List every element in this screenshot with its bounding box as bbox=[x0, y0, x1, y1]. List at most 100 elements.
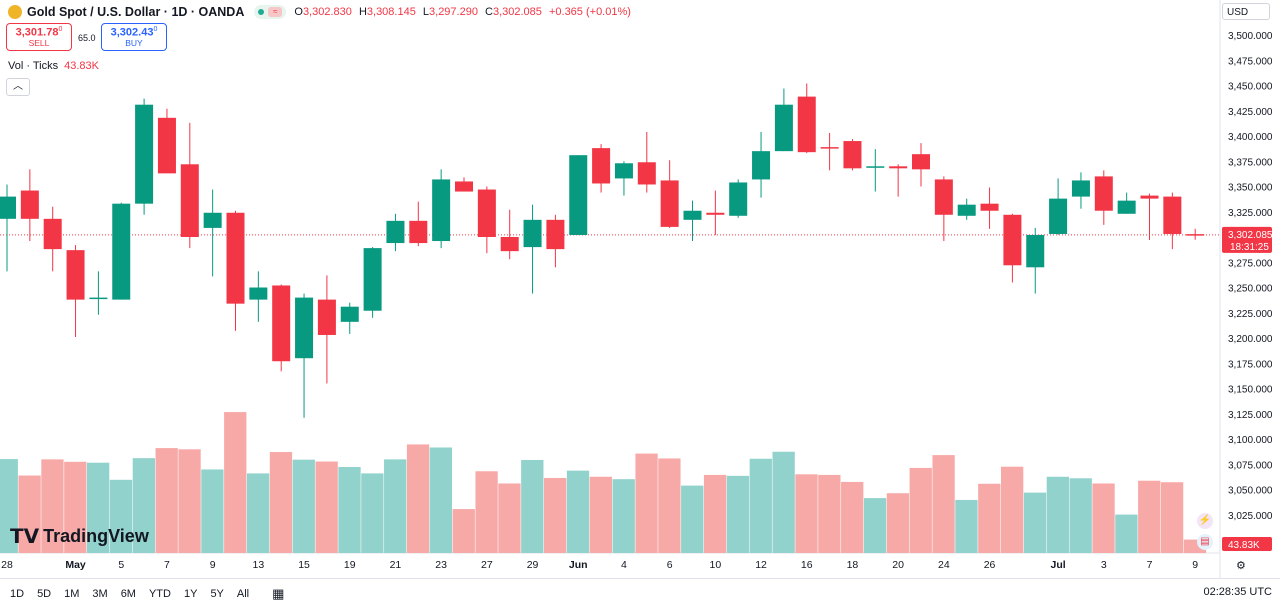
volume-bar bbox=[269, 452, 293, 553]
volume-bar bbox=[818, 474, 841, 553]
volume-bar bbox=[361, 473, 384, 553]
time-tick-label: May bbox=[65, 559, 86, 571]
candle-body bbox=[363, 248, 382, 311]
candle-body bbox=[500, 237, 519, 252]
candle bbox=[112, 202, 131, 300]
candle-body bbox=[1003, 214, 1022, 266]
tradingview-logo[interactable]: 𝗧𝗩 TradingView bbox=[10, 524, 149, 549]
candle-body bbox=[1026, 234, 1045, 268]
candle-body bbox=[340, 306, 359, 322]
candle-body bbox=[66, 250, 85, 300]
volume-bar bbox=[909, 467, 932, 553]
ohlc-values: O3,302.830 H3,308.145 L3,297.290 C3,302.… bbox=[294, 6, 631, 18]
time-tick-label: 6 bbox=[667, 559, 673, 571]
time-axis[interactable]: 28 May 5 7 9 13 15 19 21 23 27 29 Jun 4 6 10 12 16 18 20 24 2… bbox=[1, 559, 1246, 572]
currency-selector[interactable]: USD bbox=[1222, 3, 1270, 20]
candle-body bbox=[660, 180, 679, 227]
range-1m[interactable]: 1M bbox=[64, 588, 80, 600]
candle-body bbox=[157, 117, 176, 174]
range-1d[interactable]: 1D bbox=[10, 588, 25, 600]
candle bbox=[386, 213, 405, 252]
sell-button[interactable]: 3,301.780 SELL bbox=[6, 23, 72, 51]
candle-body bbox=[272, 285, 291, 362]
candle-body bbox=[774, 104, 793, 152]
range-3m[interactable]: 3M bbox=[92, 588, 108, 600]
buy-button[interactable]: 3,302.430 BUY bbox=[101, 23, 167, 51]
sell-price: 3,301.78 bbox=[15, 26, 59, 39]
price-tick-label: 3,375.000 bbox=[1228, 157, 1273, 168]
volume-bar bbox=[452, 509, 475, 553]
candle-body bbox=[43, 218, 62, 250]
market-status[interactable]: ≈ bbox=[254, 5, 287, 19]
time-tick-label: 26 bbox=[984, 559, 996, 571]
settings-icon[interactable]: ⚙ bbox=[1236, 559, 1246, 572]
calendar-icon[interactable]: ▦ bbox=[272, 586, 285, 601]
price-tick-label: 3,350.000 bbox=[1228, 183, 1273, 194]
candle bbox=[500, 209, 519, 260]
volume-bar bbox=[406, 444, 430, 553]
time-tick-label: 7 bbox=[164, 559, 170, 571]
volume-bar bbox=[886, 493, 910, 553]
candle bbox=[20, 169, 39, 242]
price-tick-label: 3,275.000 bbox=[1228, 258, 1273, 269]
candle bbox=[957, 198, 976, 220]
candle bbox=[752, 131, 771, 198]
volume-bar bbox=[544, 477, 567, 553]
symbol-header[interactable]: Gold Spot / U.S. Dollar · 1D · OANDA ≈ O… bbox=[8, 4, 635, 20]
utc-clock[interactable]: 02:28:35 UTC bbox=[1203, 586, 1272, 598]
symbol-title[interactable]: Gold Spot / U.S. Dollar · 1D · OANDA bbox=[27, 5, 245, 19]
candle bbox=[1186, 228, 1205, 240]
candle-body bbox=[1117, 200, 1136, 214]
candle bbox=[157, 108, 176, 174]
price-tick-label: 3,450.000 bbox=[1228, 82, 1273, 93]
time-tick-label: 12 bbox=[755, 559, 767, 571]
candle-body bbox=[980, 203, 999, 211]
price-axis[interactable]: 3,500.000 3,475.000 3,450.000 3,425.000 3,40… bbox=[0, 0, 1273, 578]
candle bbox=[1163, 192, 1182, 250]
candle-body bbox=[409, 220, 428, 244]
volume-bar bbox=[681, 485, 704, 553]
time-tick-label: 27 bbox=[481, 559, 493, 571]
candle-body bbox=[797, 96, 816, 153]
candle-body bbox=[135, 104, 154, 204]
candle bbox=[1049, 178, 1068, 235]
candle bbox=[820, 132, 839, 171]
time-tick-label: 9 bbox=[210, 559, 216, 571]
candle-body bbox=[477, 189, 496, 237]
price-tick-label: 3,150.000 bbox=[1228, 385, 1273, 396]
price-tick-label: 3,225.000 bbox=[1228, 309, 1273, 320]
candle-body bbox=[226, 212, 245, 304]
volume-bar bbox=[109, 479, 133, 553]
volume-bar bbox=[703, 474, 727, 553]
candle bbox=[683, 200, 702, 242]
candle-body bbox=[523, 219, 542, 248]
candle-body bbox=[1140, 195, 1159, 199]
range-all[interactable]: All bbox=[236, 588, 250, 600]
candle bbox=[135, 98, 154, 215]
candle-body bbox=[432, 179, 451, 242]
price-chart[interactable]: 3,500.000 3,475.000 3,450.000 3,425.000 3,40… bbox=[0, 0, 1280, 578]
candle-body bbox=[889, 166, 908, 169]
range-ytd[interactable]: YTD bbox=[148, 588, 171, 600]
volume-legend[interactable]: Vol · Ticks 43.83K bbox=[8, 60, 99, 72]
candle bbox=[295, 293, 314, 418]
range-1y[interactable]: 1Y bbox=[183, 588, 198, 600]
volume-bar bbox=[932, 455, 955, 553]
time-tick-label: Jul bbox=[1051, 559, 1066, 571]
range-6m[interactable]: 6M bbox=[120, 588, 136, 600]
range-5y[interactable]: 5Y bbox=[210, 588, 224, 600]
lightning-icon[interactable]: ⚡ bbox=[1197, 513, 1213, 529]
collapse-legend-button[interactable]: ︿ bbox=[6, 78, 30, 96]
volume-bar bbox=[978, 483, 1001, 553]
range-5d[interactable]: 5D bbox=[37, 588, 52, 600]
volume-bar bbox=[155, 448, 178, 553]
price-tick-label: 3,500.000 bbox=[1228, 31, 1273, 42]
volume-bar bbox=[589, 476, 612, 553]
candle-body bbox=[89, 297, 108, 300]
candle bbox=[66, 245, 85, 337]
candle bbox=[1117, 192, 1136, 214]
candle bbox=[226, 210, 245, 331]
flag-icon[interactable]: ▤ bbox=[1197, 534, 1213, 550]
candles bbox=[0, 83, 1205, 418]
tv-logo-icon: 𝗧𝗩 bbox=[10, 526, 40, 548]
